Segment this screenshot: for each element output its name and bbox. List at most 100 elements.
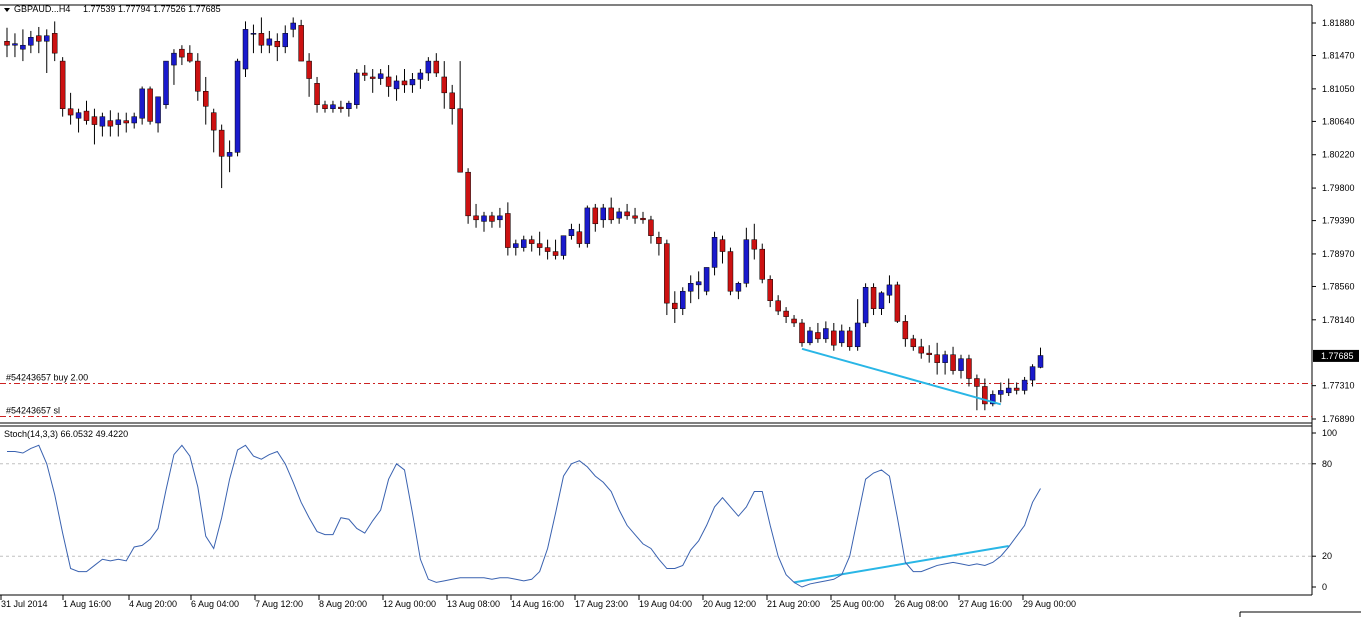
- candle-body: [680, 290, 686, 309]
- candle: [330, 100, 336, 113]
- candle-body: [521, 239, 527, 248]
- candle: [354, 69, 360, 109]
- candle-body: [131, 116, 137, 124]
- candle-body: [767, 279, 773, 302]
- candle-body: [632, 215, 638, 219]
- candle: [449, 84, 455, 125]
- candle-body: [115, 119, 122, 125]
- candle: [1037, 347, 1044, 369]
- candle-body: [123, 120, 129, 124]
- stoch-divergence-trendline[interactable]: [793, 544, 1009, 584]
- candle: [600, 203, 606, 228]
- current-price-marker: 1.77685: [1313, 349, 1359, 362]
- candle: [83, 100, 90, 125]
- time-tick-label: 31 Jul 2014: [1, 599, 48, 609]
- candle: [767, 275, 773, 308]
- candle-body: [497, 215, 503, 221]
- candle: [425, 57, 432, 81]
- price-divergence-trendline[interactable]: [801, 347, 1002, 406]
- candle-body: [20, 44, 26, 50]
- candle-body: [266, 38, 273, 46]
- candle: [481, 211, 487, 232]
- candle-body: [664, 243, 670, 304]
- candle: [457, 61, 463, 173]
- price-tick-label: 1.79390: [1322, 216, 1355, 226]
- candle: [234, 58, 241, 157]
- candle: [393, 75, 400, 101]
- candle-body: [465, 171, 471, 217]
- ohlc-readout: 1.77539 1.77794 1.77526 1.77685: [83, 4, 221, 14]
- candle: [195, 53, 201, 101]
- candle: [799, 319, 805, 347]
- candle-body: [616, 211, 622, 219]
- candle-body: [942, 354, 948, 363]
- candle: [123, 112, 129, 133]
- candle: [727, 247, 734, 296]
- candle: [338, 100, 344, 113]
- candle: [147, 86, 153, 125]
- candle-body: [695, 281, 702, 286]
- candle: [67, 92, 74, 125]
- candle-body: [1037, 355, 1044, 368]
- candle-body: [274, 41, 281, 48]
- candle-body: [163, 60, 169, 105]
- candle: [846, 326, 853, 351]
- candle-body: [934, 354, 940, 363]
- candle: [918, 338, 924, 359]
- candle: [12, 33, 18, 58]
- candle-body: [584, 207, 591, 244]
- candle: [258, 17, 265, 54]
- candle-body: [544, 247, 551, 252]
- candle: [536, 231, 543, 256]
- candle: [902, 315, 909, 347]
- price-tick-label: 1.78560: [1322, 281, 1355, 291]
- candle-body: [1005, 387, 1012, 394]
- candle-body: [12, 43, 18, 46]
- candle: [131, 112, 137, 129]
- candle: [680, 287, 686, 316]
- candle-body: [28, 37, 34, 46]
- candle: [91, 108, 98, 145]
- candle-body: [67, 108, 74, 116]
- chart-menu-triangle-icon[interactable]: [4, 8, 10, 12]
- candle-body: [226, 152, 233, 157]
- candle-body: [775, 300, 781, 312]
- candle: [377, 69, 384, 85]
- candle-body: [171, 52, 177, 66]
- candle-body: [974, 378, 980, 387]
- candle: [592, 203, 599, 232]
- candle-body: [950, 354, 956, 371]
- candle-body: [735, 283, 742, 292]
- candle: [616, 207, 622, 224]
- candle-body: [560, 235, 567, 256]
- candle: [505, 202, 511, 256]
- candle: [203, 76, 209, 125]
- candle-body: [195, 60, 201, 92]
- candle-body: [966, 358, 972, 379]
- price-tick-label: 1.78140: [1322, 315, 1355, 325]
- candle-body: [107, 120, 114, 127]
- candle-body: [815, 332, 821, 340]
- candle: [743, 227, 750, 288]
- candle-body: [990, 394, 996, 405]
- candle-body: [846, 330, 853, 348]
- candle-body: [513, 243, 519, 248]
- time-tick-label: 20 Aug 12:00: [703, 599, 756, 609]
- stoch-tick-label: 20: [1322, 551, 1332, 561]
- candle-body: [44, 35, 50, 42]
- candle-body: [282, 33, 288, 48]
- candle: [560, 235, 567, 260]
- candle-body: [4, 41, 10, 46]
- candle-body: [799, 322, 805, 344]
- candle-body: [393, 80, 400, 90]
- candle: [894, 281, 901, 323]
- candle-body: [210, 112, 217, 131]
- candle-body: [322, 104, 328, 109]
- candle: [703, 267, 710, 296]
- candle: [815, 322, 821, 343]
- candle-body: [926, 352, 932, 355]
- candle: [974, 374, 980, 411]
- candle-body: [489, 215, 495, 222]
